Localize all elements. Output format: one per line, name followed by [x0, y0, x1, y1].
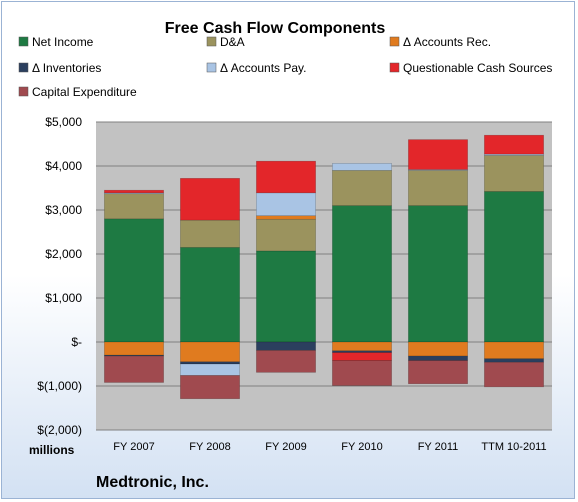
bar-segment-net-income	[180, 247, 240, 343]
bar-segment-accounts-rec	[180, 341, 240, 363]
legend-label: Δ Inventories	[32, 61, 101, 75]
gridlines	[96, 121, 552, 431]
x-tick-label: FY 2010	[341, 441, 382, 453]
legend-item-inventories: Δ Inventories	[18, 61, 101, 75]
y-tick-label: $1,000	[45, 291, 82, 305]
bar-segment-d-a	[484, 155, 544, 192]
plot-area	[96, 122, 552, 430]
bar-segment-net-income	[484, 191, 544, 343]
chart-title: Free Cash Flow Components	[165, 20, 386, 37]
x-tick-label: FY 2009	[265, 441, 306, 453]
bar-segment-questionable-cash-sources	[332, 352, 392, 361]
bar-segment-inventories	[484, 358, 544, 363]
legend-swatch	[206, 36, 217, 47]
x-axis: FY 2007 FY 2008 FY 2009 FY 2010 FY 2011 TTM 1…	[113, 441, 546, 453]
bar-segment-accounts-rec	[408, 341, 468, 357]
bar-segment-accounts-rec	[332, 341, 392, 352]
legend-swatch	[389, 36, 400, 47]
bar-segment-d-a	[256, 218, 316, 252]
bar-segment-inventories	[256, 341, 316, 351]
bar-segment-accounts-rec	[484, 341, 544, 360]
bar-segment-d-a	[180, 219, 240, 248]
bar-group-fy-2008	[180, 178, 240, 400]
bar-segment-questionable-cash-sources	[256, 160, 316, 194]
legend-swatch	[206, 62, 217, 73]
legend-label: Net Income	[32, 35, 94, 49]
legend-label: D&A	[220, 35, 245, 49]
bar-segment-accounts-rec	[256, 215, 316, 220]
bar-segment-capital-expenditure	[104, 355, 164, 383]
bar-segment-net-income	[256, 250, 316, 343]
bar-segment-d-a	[408, 170, 468, 206]
legend-label: Capital Expenditure	[32, 85, 137, 99]
legend-swatch	[389, 62, 400, 73]
bar-segment-inventories	[408, 355, 468, 361]
bar-segment-net-income	[408, 205, 468, 343]
bars	[104, 134, 544, 400]
legend-label: Questionable Cash Sources	[403, 61, 552, 75]
plot-background	[96, 122, 552, 430]
y-tick-label: $4,000	[45, 159, 82, 173]
company-name: Medtronic, Inc.	[96, 474, 209, 491]
legend-item-accounts-pay: Δ Accounts Pay.	[206, 61, 307, 75]
bar-segment-questionable-cash-sources	[104, 189, 164, 194]
legend-item-d-a: D&A	[206, 35, 245, 49]
bar-segment-accounts-pay	[180, 363, 240, 376]
y-tick-label: $5,000	[45, 115, 82, 129]
legend-label: Δ Accounts Rec.	[403, 35, 491, 49]
bar-segment-capital-expenditure	[408, 360, 468, 385]
legend-swatch	[18, 86, 29, 97]
bar-group-fy-2007	[104, 189, 164, 383]
bar-group-fy-2011	[408, 139, 468, 385]
legend: Net Income D&A Δ Accounts Rec. Δ Inventorie…	[18, 35, 552, 99]
legend-label: Δ Accounts Pay.	[220, 61, 307, 75]
x-tick-label: FY 2008	[189, 441, 230, 453]
bar-segment-capital-expenditure	[484, 361, 544, 388]
bar-segment-inventories	[180, 361, 240, 365]
legend-item-accounts-rec: Δ Accounts Rec.	[389, 35, 491, 49]
y-tick-label: $2,000	[45, 247, 82, 261]
bar-segment-questionable-cash-sources	[484, 134, 544, 155]
bar-segment-d-a	[332, 170, 392, 206]
y-tick-label: $(2,000)	[37, 423, 82, 437]
bar-segment-net-income	[104, 218, 164, 343]
units-label: millions	[29, 443, 75, 457]
y-tick-label: $3,000	[45, 203, 82, 217]
bar-group-fy-2010	[332, 163, 392, 386]
y-axis: $5,000 $4,000 $3,000 $2,000 $1,000 $- $(1,000)…	[37, 115, 82, 437]
bar-segment-capital-expenditure	[332, 360, 392, 386]
bar-segment-accounts-pay	[332, 163, 392, 171]
legend-item-capital-expenditure: Capital Expenditure	[18, 85, 137, 99]
x-tick-label: FY 2007	[113, 441, 154, 453]
legend-item-net-income: Net Income	[18, 35, 94, 49]
bar-segment-questionable-cash-sources	[408, 139, 468, 170]
bar-segment-net-income	[332, 205, 392, 343]
bar-group-ttm-10-2011	[484, 134, 544, 388]
x-tick-label: TTM 10-2011	[481, 441, 546, 453]
bar-segment-accounts-rec	[104, 341, 164, 356]
legend-swatch	[18, 36, 29, 47]
bar-segment-capital-expenditure	[180, 375, 240, 400]
bar-segment-questionable-cash-sources	[180, 178, 240, 221]
y-tick-label: $(1,000)	[37, 379, 82, 393]
bar-segment-accounts-pay	[256, 192, 316, 217]
y-tick-label: $-	[71, 335, 82, 349]
x-tick-label: FY 2011	[418, 441, 459, 453]
bar-group-fy-2009	[256, 160, 316, 373]
legend-item-questionable-cash-sources: Questionable Cash Sources	[389, 61, 552, 75]
bar-segment-capital-expenditure	[256, 350, 316, 373]
legend-swatch	[18, 62, 29, 73]
bar-segment-d-a	[104, 193, 164, 220]
